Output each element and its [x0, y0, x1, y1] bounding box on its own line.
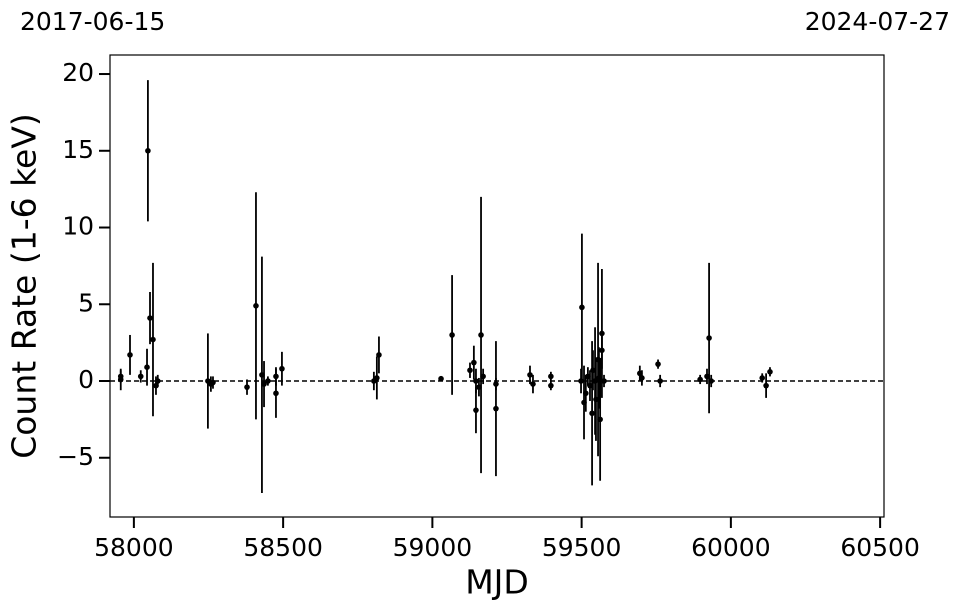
start-date-label: 2017-06-15: [20, 7, 165, 36]
y-tick-label: 15: [62, 135, 94, 164]
data-point: [493, 405, 499, 412]
data-point: [127, 352, 133, 358]
data-point: [261, 381, 267, 387]
y-axis-label: Count Rate (1-6 keV): [5, 113, 44, 459]
data-point: [273, 390, 279, 397]
data-point: [655, 361, 661, 367]
data-point: [147, 315, 153, 321]
data-point: [583, 390, 589, 397]
data-point: [154, 378, 161, 384]
data-point: [639, 375, 645, 381]
data-point: [527, 372, 533, 378]
data-point: [706, 335, 712, 341]
data-point: [265, 378, 271, 384]
data-point: [763, 382, 769, 389]
data-point: [145, 147, 151, 154]
data-point: [579, 304, 585, 311]
data-point: [657, 378, 663, 384]
data-point: [253, 303, 259, 309]
x-tick-label: 60500: [840, 533, 920, 562]
data-point: [480, 373, 486, 380]
x-tick-label: 59000: [393, 533, 473, 562]
y-tick-label: 5: [78, 288, 94, 317]
data-point: [467, 367, 473, 374]
data-point: [449, 332, 455, 338]
data-point: [601, 378, 607, 384]
data-point: [438, 375, 444, 382]
x-tick-label: 60000: [691, 533, 771, 562]
data-point: [548, 382, 554, 389]
data-point: [589, 410, 595, 417]
data-point: [478, 332, 484, 338]
data-point: [279, 365, 285, 372]
data-point: [376, 352, 382, 358]
data-point: [708, 378, 714, 384]
x-tick-label: 58500: [243, 533, 323, 562]
data-point: [144, 364, 150, 370]
end-date-label: 2024-07-27: [805, 7, 950, 36]
data-point: [374, 375, 380, 381]
data-point: [599, 330, 605, 337]
data-point: [759, 375, 766, 381]
y-tick-label: 0: [78, 365, 94, 394]
x-tick-label: 58000: [94, 533, 174, 562]
data-point: [697, 376, 703, 383]
data-point: [473, 378, 479, 384]
data-point: [471, 359, 477, 366]
x-axis-label: MJD: [465, 563, 529, 602]
y-tick-label: 10: [62, 212, 94, 241]
data-point: [767, 369, 773, 375]
x-tick-label: 59500: [542, 533, 622, 562]
data-point: [473, 407, 479, 413]
data-point: [273, 373, 279, 380]
y-tick-label: 20: [62, 58, 94, 87]
data-point: [137, 373, 144, 380]
data-point: [117, 373, 124, 380]
data-point: [210, 379, 216, 386]
data-point: [150, 336, 156, 343]
plot-frame: [109, 54, 885, 518]
data-point: [548, 373, 554, 380]
y-tick-label: −5: [57, 442, 94, 471]
data-point: [244, 384, 250, 390]
data-point: [530, 381, 536, 387]
data-point: [597, 416, 603, 423]
